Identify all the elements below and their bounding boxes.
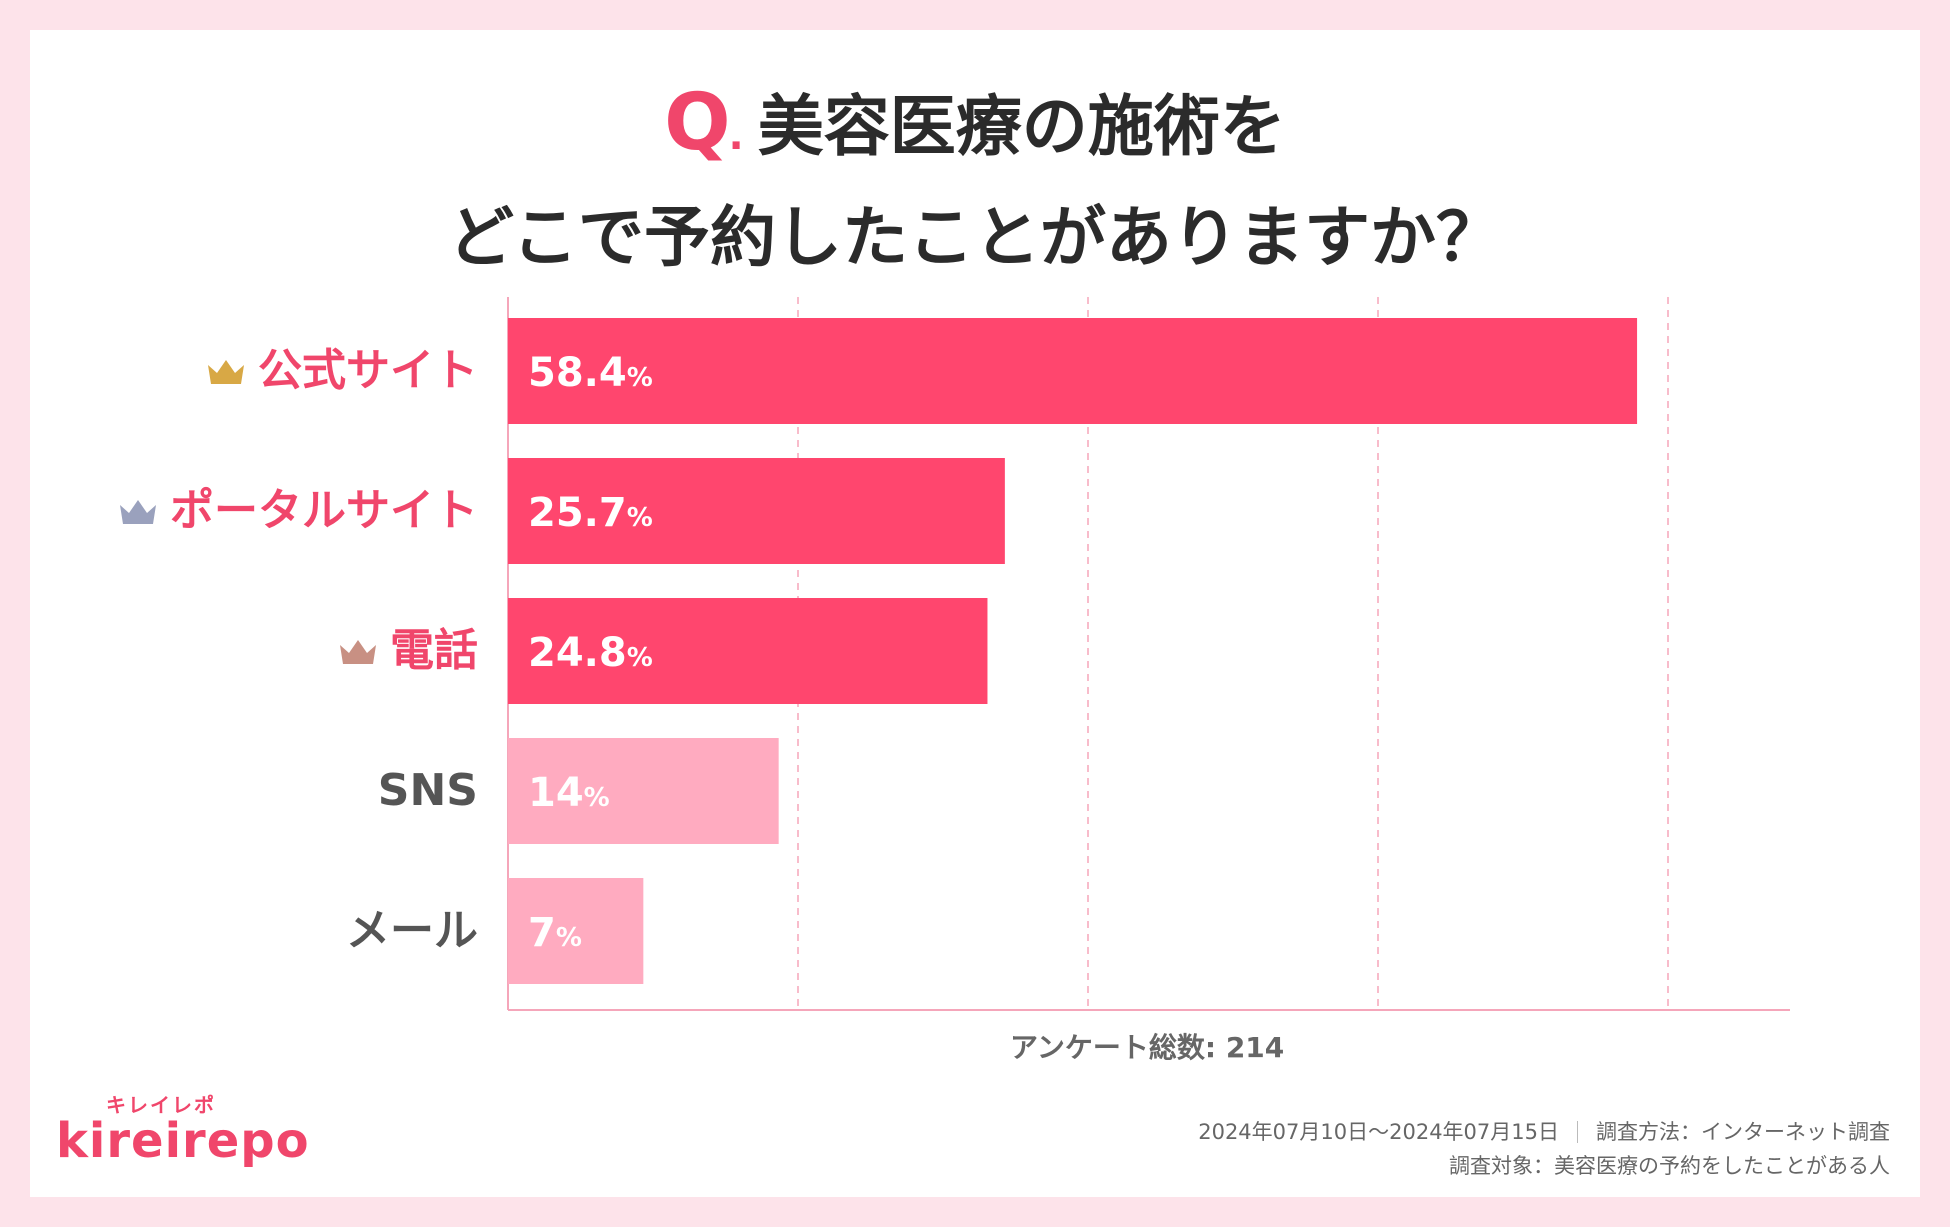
bar-2 [508,458,1005,564]
q-mark: Q [664,78,730,168]
logo-latin: kireirepo [56,1113,310,1169]
crown-icon [120,500,156,524]
category-text: ポータルサイト [170,485,478,536]
category-text: メール [346,905,478,956]
category-label-5: メール [346,901,478,961]
survey-meta-line-1: 2024年07月10日〜2024年07月15日 調査方法：インターネット調査 [1198,1116,1890,1146]
category-text: SNS [377,765,478,816]
percent-sign: % [627,363,653,393]
crown-icon [340,640,376,664]
title-line-1-text: 美容医療の施術を [757,88,1286,165]
percent-sign: % [584,783,610,813]
q-dot: . [728,113,744,159]
bar-5 [508,878,644,984]
category-text: 電話 [390,625,478,676]
category-text: 公式サイト [258,345,478,396]
bar-4 [508,738,779,844]
crown-icon [208,360,244,384]
title-line-2: どこで予約したことがありますか？ [447,199,1503,276]
title-line-1: Q. 美容医療の施術を [0,72,1950,187]
percent-sign: % [627,503,653,533]
survey-target: 調査対象：美容医療の予約をしたことがある人 [1449,1154,1890,1178]
category-label-2: ポータルサイト [118,481,478,541]
survey-period: 2024年07月10日〜2024年07月15日 [1198,1120,1559,1144]
bar-3 [508,598,988,704]
percent-sign: % [556,923,582,953]
category-label-1: 公式サイト [206,341,478,401]
category-label-3: 電話 [338,621,478,681]
percent-sign: % [627,643,653,673]
data-label-3: 24.8% [528,630,653,676]
survey-total: アンケート総数: 214 [1010,1031,1285,1064]
logo-kana: キレイレポ [106,1093,216,1117]
survey-method: 調査方法：インターネット調査 [1596,1120,1890,1144]
category-label-4: SNS [378,761,478,821]
meta-divider [1577,1121,1578,1143]
page-title: Q. 美容医療の施術を どこで予約したことがありますか？ [0,72,1950,289]
bar-1 [508,318,1638,424]
